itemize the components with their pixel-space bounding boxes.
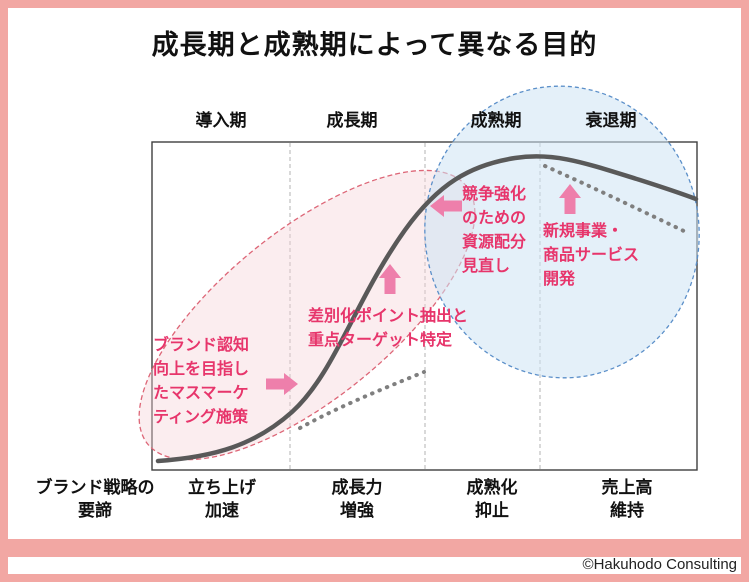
copyright-credit: ©Hakuhodo Consulting: [582, 556, 737, 573]
bottom-label-maturation-deterrence: 成熟化 抑止: [466, 478, 518, 520]
bottom-accent-bar: [8, 539, 741, 557]
maturity-focus-ellipse: [424, 85, 700, 379]
phase-label-growth: 成長期: [326, 111, 378, 130]
phase-label-maturity: 成熟期: [470, 111, 522, 130]
bottom-label-brand-strategy-essence: ブランド戦略の 要諦: [35, 478, 155, 520]
plot-area-border: [151, 141, 698, 471]
page-title: 成長期と成熟期によって異なる目的: [151, 30, 598, 60]
phase-label-decline: 衰退期: [585, 111, 637, 130]
lifecycle-curve: [155, 154, 699, 464]
arrow-up-icon-new-business: [559, 184, 581, 214]
annotation-resource-reallocation: 競争強化 のための 資源配分 見直し: [462, 186, 527, 275]
phase-label-introduction: 導入期: [195, 111, 247, 130]
arrow-right-icon: [266, 373, 298, 395]
bottom-label-sales-maintenance: 売上高 維持: [601, 478, 653, 520]
dotted-alt-curve-growth: [298, 370, 426, 430]
arrow-up-icon-differentiation: [379, 264, 401, 294]
annotation-new-business: 新規事業・ 商品サービス 開発: [543, 223, 640, 288]
bottom-label-launch-acceleration: 立ち上げ 加速: [188, 478, 256, 520]
annotation-differentiation: 差別化ポイント抽出と 重点ターゲット特定: [308, 308, 469, 349]
annotation-mass-marketing: ブランド認知 向上を目指し たマスマーケ ティング施策: [153, 337, 250, 426]
bottom-label-growth-reinforcement: 成長力 増強: [331, 478, 383, 520]
arrow-left-icon: [430, 195, 462, 217]
dotted-alt-curve-decline: [543, 164, 690, 235]
